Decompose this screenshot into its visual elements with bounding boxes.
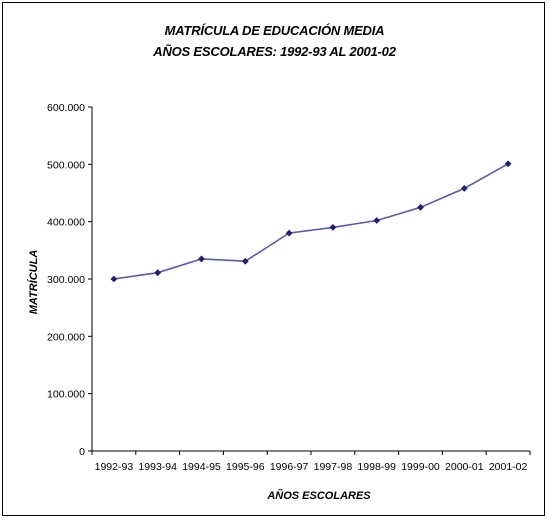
y-axis-title: MATRÍCULA: [27, 250, 40, 315]
y-tick-label: 0: [79, 446, 85, 458]
x-tick-label: 1994-95: [182, 461, 221, 473]
x-tick-label: 1996-97: [270, 461, 309, 473]
x-axis-ticks: 1992-93 1993-94 1994-95 1995-96 1996-97 1997-…: [91, 451, 531, 473]
chart-title: MATRÍCULA DE EDUCACIÓN MEDIA: [164, 23, 385, 38]
data-point: [417, 203, 424, 211]
x-tick-label: 2001-02: [489, 461, 528, 473]
data-point: [285, 229, 293, 237]
y-tick-label: 500.000: [47, 159, 85, 171]
chart-axes: [91, 107, 530, 452]
x-tick-label: 1992-93: [95, 461, 134, 473]
y-tick-label: 200.000: [47, 331, 85, 343]
x-tick-label: 1995-96: [226, 461, 265, 473]
x-tick-label: 1997-98: [314, 461, 353, 473]
y-axis-ticks: 0 100.000 200.000 300.000 400.000 500.000 600.…: [47, 102, 92, 458]
data-point: [504, 160, 512, 168]
y-tick-label: 600.000: [47, 102, 85, 114]
x-tick-label: 1998-99: [357, 461, 396, 473]
y-tick-label: 400.000: [47, 217, 85, 229]
chart-subtitle: AÑOS ESCOLARES: 1992-93 AL 2001-02: [153, 44, 396, 59]
y-tick-label: 300.000: [47, 274, 85, 286]
series-line: [113, 163, 509, 280]
data-point: [373, 217, 381, 224]
data-point: [241, 257, 249, 265]
series-group: [110, 160, 512, 283]
x-axis-title: AÑOS ESCOLARES: [266, 489, 371, 502]
data-point: [154, 269, 162, 277]
data-point: [460, 185, 468, 192]
x-tick-label: 1993-94: [138, 461, 177, 473]
x-tick-label: 2000-01: [445, 461, 484, 473]
y-tick-label: 100.000: [47, 389, 85, 401]
data-point: [198, 255, 205, 263]
x-tick-label: 1999-00: [401, 461, 440, 473]
data-point: [110, 275, 118, 283]
data-point: [329, 224, 337, 231]
